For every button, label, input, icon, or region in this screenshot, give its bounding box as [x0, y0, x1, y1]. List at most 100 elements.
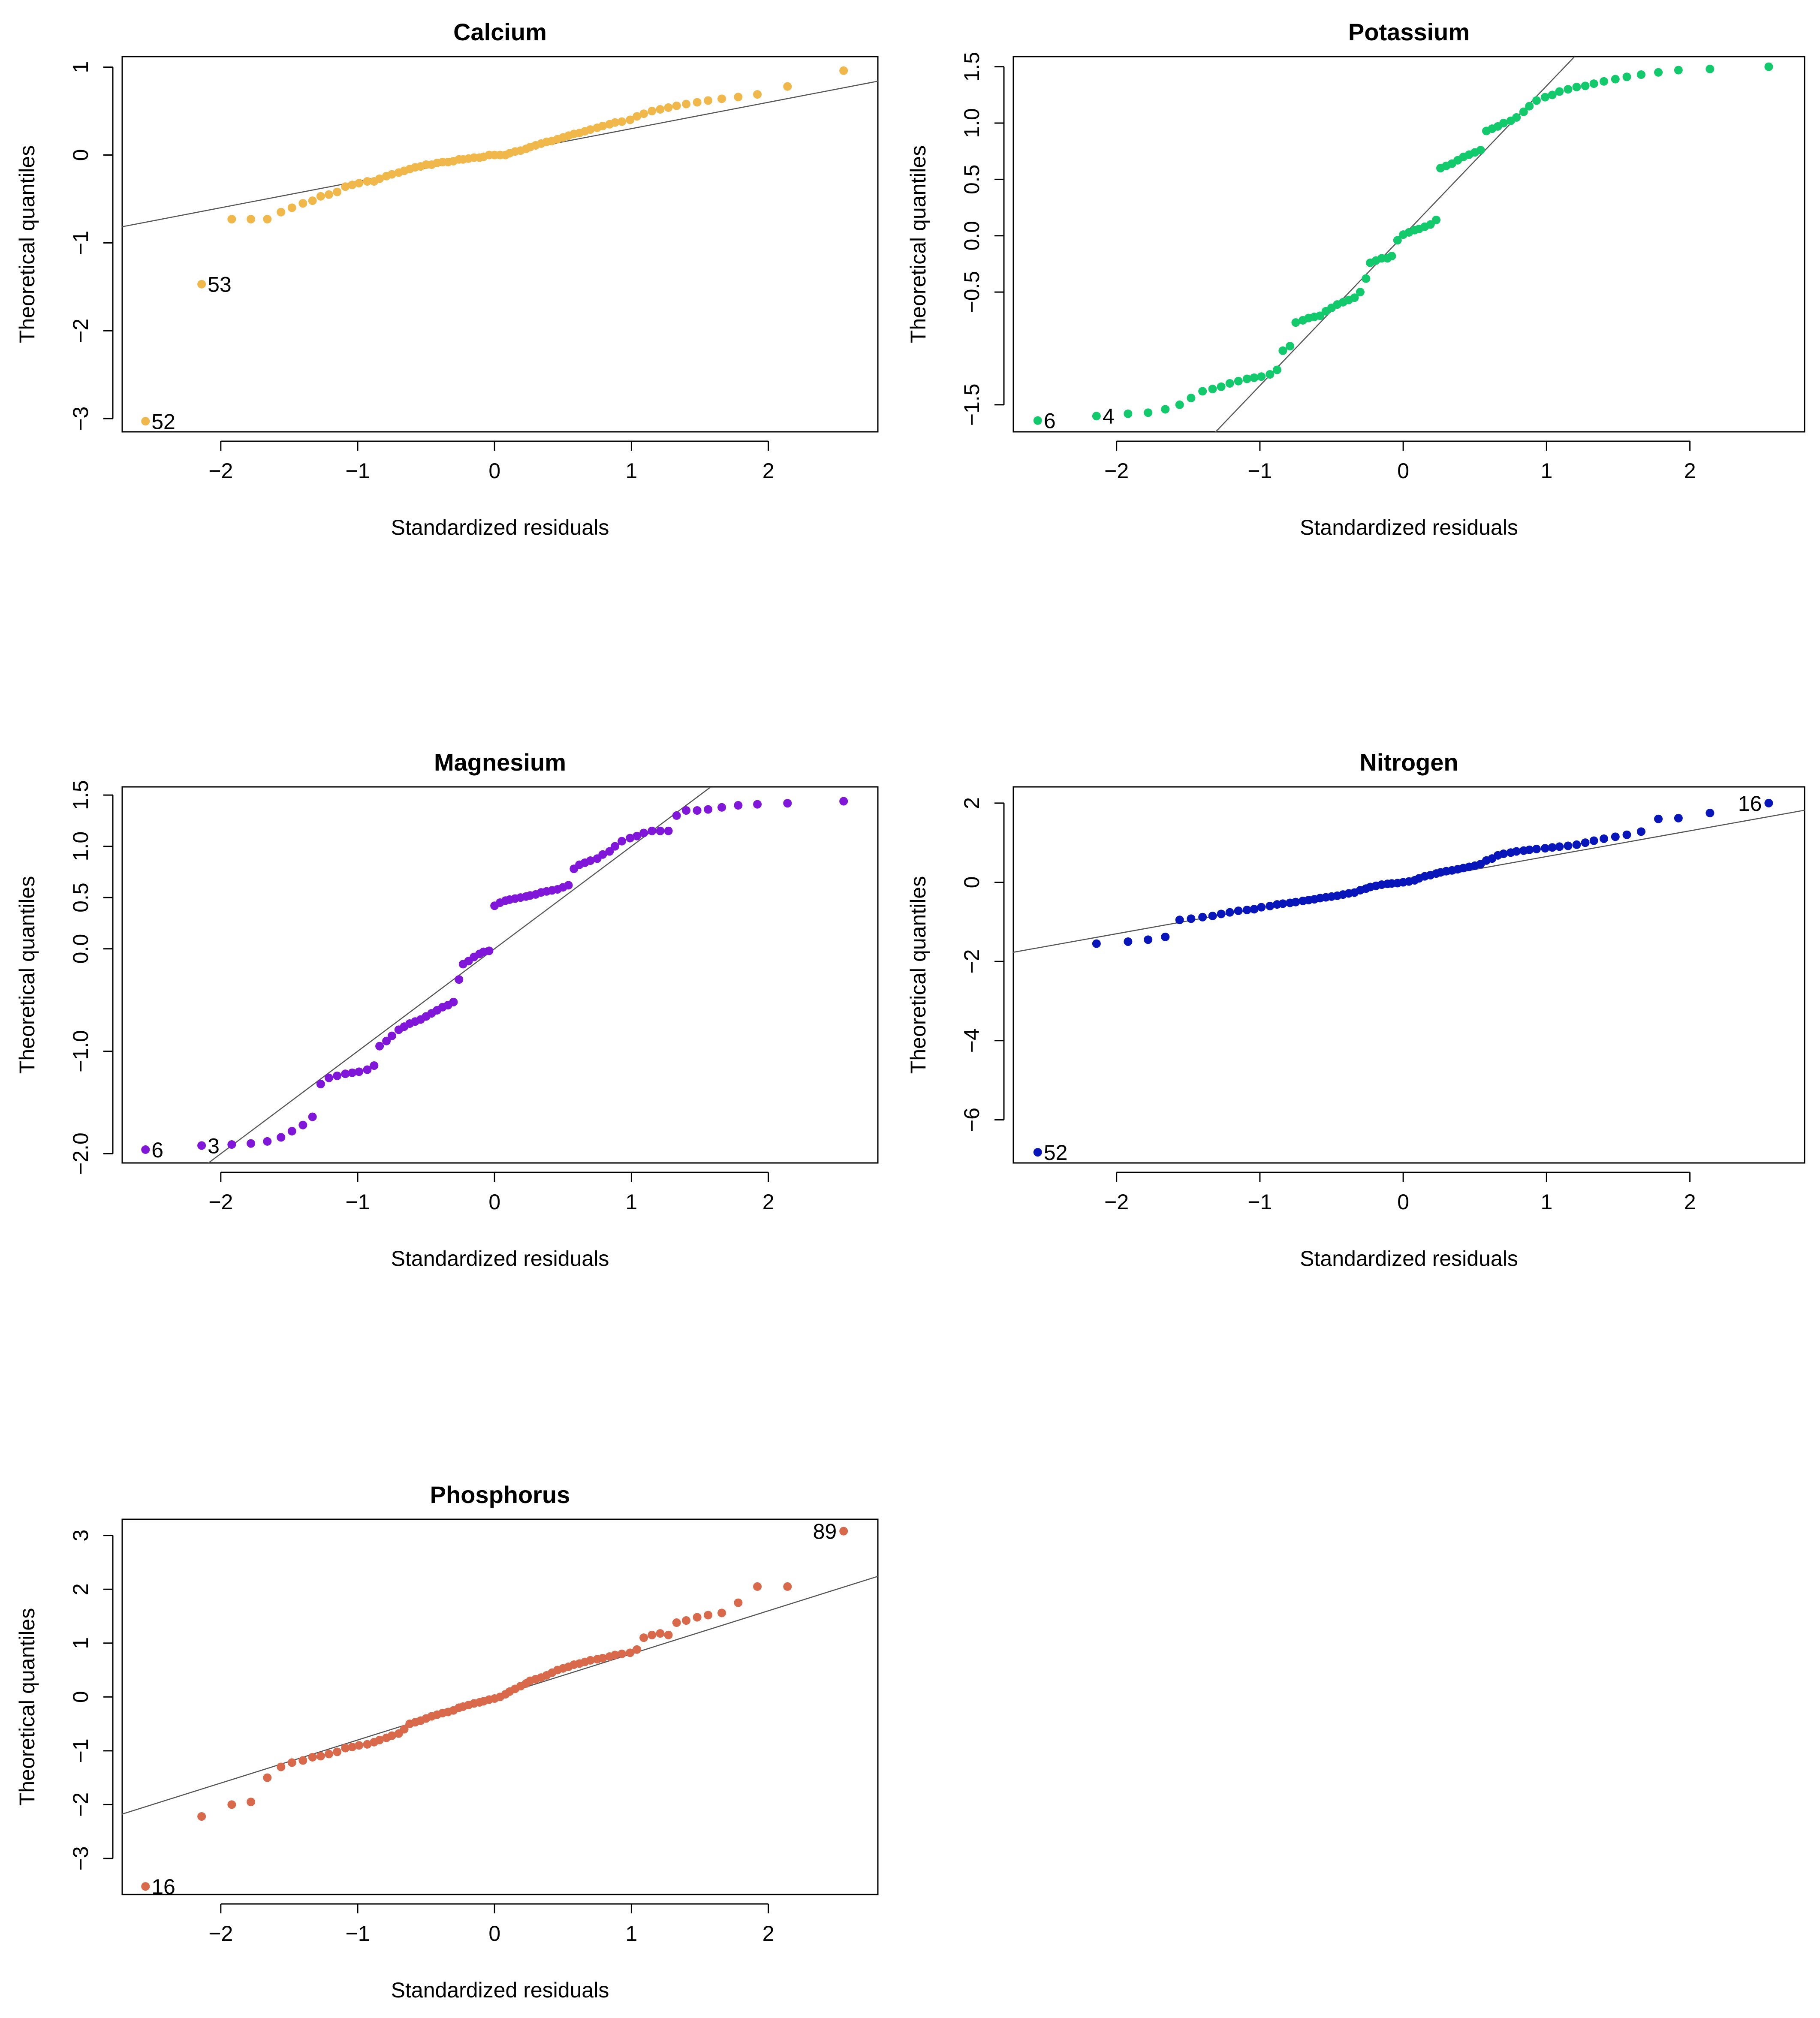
- x-tick-label: 2: [1684, 1190, 1696, 1214]
- data-point: [1187, 394, 1196, 403]
- x-tick-label: 2: [762, 459, 774, 483]
- x-tick-label: −2: [1104, 459, 1129, 483]
- x-tick-label: 2: [762, 1922, 774, 1946]
- y-tick-label: 1.5: [960, 52, 984, 82]
- plot-frame: [121, 786, 879, 1164]
- data-point: [1350, 293, 1359, 302]
- data-point: [1622, 830, 1631, 839]
- y-tick-label: −2: [960, 949, 984, 974]
- x-tick-label: −1: [346, 459, 370, 483]
- data-point: [287, 1758, 296, 1767]
- data-point: [247, 1139, 256, 1148]
- data-point: [1278, 346, 1287, 355]
- data-point: [355, 179, 364, 188]
- y-tick-label: 2: [960, 797, 984, 809]
- x-tick-label: 1: [1540, 1190, 1552, 1214]
- x-tick-label: −1: [1247, 459, 1272, 483]
- data-point: [1636, 70, 1645, 79]
- data-point: [682, 99, 691, 108]
- data-point: [341, 1744, 350, 1753]
- data-point: [1519, 107, 1528, 116]
- data-point: [693, 1613, 702, 1622]
- data-point: [1572, 840, 1581, 849]
- reference-line: [208, 787, 712, 1163]
- data-point: [370, 1061, 379, 1070]
- panel-calcium: Calcium −2 −1 0 1 2 −3 −2 −1 0 1 Standardized resid…: [15, 18, 879, 539]
- y-tick-label: −0.5: [960, 271, 984, 313]
- data-point: [333, 1071, 342, 1080]
- data-point: [348, 1068, 357, 1077]
- x-tick-label: 1: [626, 459, 638, 483]
- x-tick-label: 1: [626, 1190, 638, 1214]
- data-point: [672, 811, 681, 820]
- data-point: [753, 90, 762, 99]
- data-point: [1278, 899, 1287, 908]
- data-point: [783, 82, 792, 91]
- y-tick-label: 1: [69, 61, 93, 73]
- data-point: [363, 177, 372, 186]
- y-tick-label: 1: [69, 1637, 93, 1649]
- data-point: [197, 1812, 206, 1821]
- data-point: [287, 1126, 296, 1136]
- data-point: [783, 799, 792, 808]
- x-tick-label: 2: [1684, 459, 1696, 483]
- data-point: [308, 196, 317, 205]
- data-point: [1705, 64, 1715, 73]
- data-point: [1124, 937, 1133, 946]
- data-point: [287, 203, 296, 212]
- data-point: [1144, 935, 1153, 944]
- data-point: [341, 182, 350, 191]
- x-tick-label: −1: [346, 1190, 370, 1214]
- point-label: 3: [208, 1134, 220, 1158]
- data-point: [1705, 808, 1715, 817]
- panel-nitrogen: Nitrogen −2 −1 0 1 2 −6 −4 −2 0 2 Standardized resi…: [906, 749, 1805, 1271]
- y-tick-label: −3: [69, 1846, 93, 1870]
- data-point: [633, 112, 642, 121]
- data-point: [316, 1079, 325, 1088]
- data-point: [1499, 119, 1508, 128]
- data-point: [1541, 93, 1550, 102]
- x-tick-label: 1: [626, 1922, 638, 1946]
- data-point: [1764, 62, 1773, 71]
- data-point: [1432, 216, 1441, 225]
- x-tick-label: 1: [1540, 459, 1552, 483]
- data-point: [348, 1743, 357, 1752]
- data-point: [277, 208, 286, 217]
- y-tick-label: 0.0: [69, 934, 93, 964]
- data-point: [598, 850, 607, 859]
- data-point: [586, 1656, 595, 1665]
- data-point: [1217, 382, 1226, 391]
- point-label: 52: [1044, 1141, 1068, 1165]
- data-point: [1144, 408, 1153, 417]
- data-point: [1033, 1148, 1042, 1157]
- data-point: [197, 280, 206, 289]
- y-tick-label: −1.5: [960, 384, 984, 426]
- data-point: [1356, 288, 1365, 297]
- data-point: [1512, 847, 1521, 856]
- data-point: [1581, 838, 1590, 847]
- x-tick-label: −1: [1247, 1190, 1272, 1214]
- data-point: [324, 190, 333, 199]
- data-point: [693, 806, 702, 815]
- data-point: [717, 1608, 726, 1617]
- data-point: [664, 826, 673, 835]
- data-point: [333, 187, 342, 196]
- point-label: 6: [1044, 409, 1056, 433]
- x-tick-label: 0: [488, 459, 500, 483]
- y-tick-label: 1.5: [69, 780, 93, 810]
- data-point: [633, 831, 642, 840]
- data-point: [618, 117, 627, 126]
- data-point: [753, 800, 762, 809]
- data-point: [375, 174, 384, 183]
- data-point: [227, 1140, 236, 1149]
- data-point: [1161, 932, 1170, 941]
- point-label: 53: [208, 273, 232, 297]
- data-point: [648, 826, 657, 835]
- y-tick-label: 0.0: [960, 221, 984, 251]
- x-axis-title: Standardized residuals: [391, 1247, 609, 1271]
- data-point: [1764, 798, 1773, 807]
- y-tick-label: −3: [69, 407, 93, 431]
- y-tick-label: −2.0: [69, 1132, 93, 1175]
- data-point: [656, 826, 665, 835]
- data-point: [1242, 906, 1251, 915]
